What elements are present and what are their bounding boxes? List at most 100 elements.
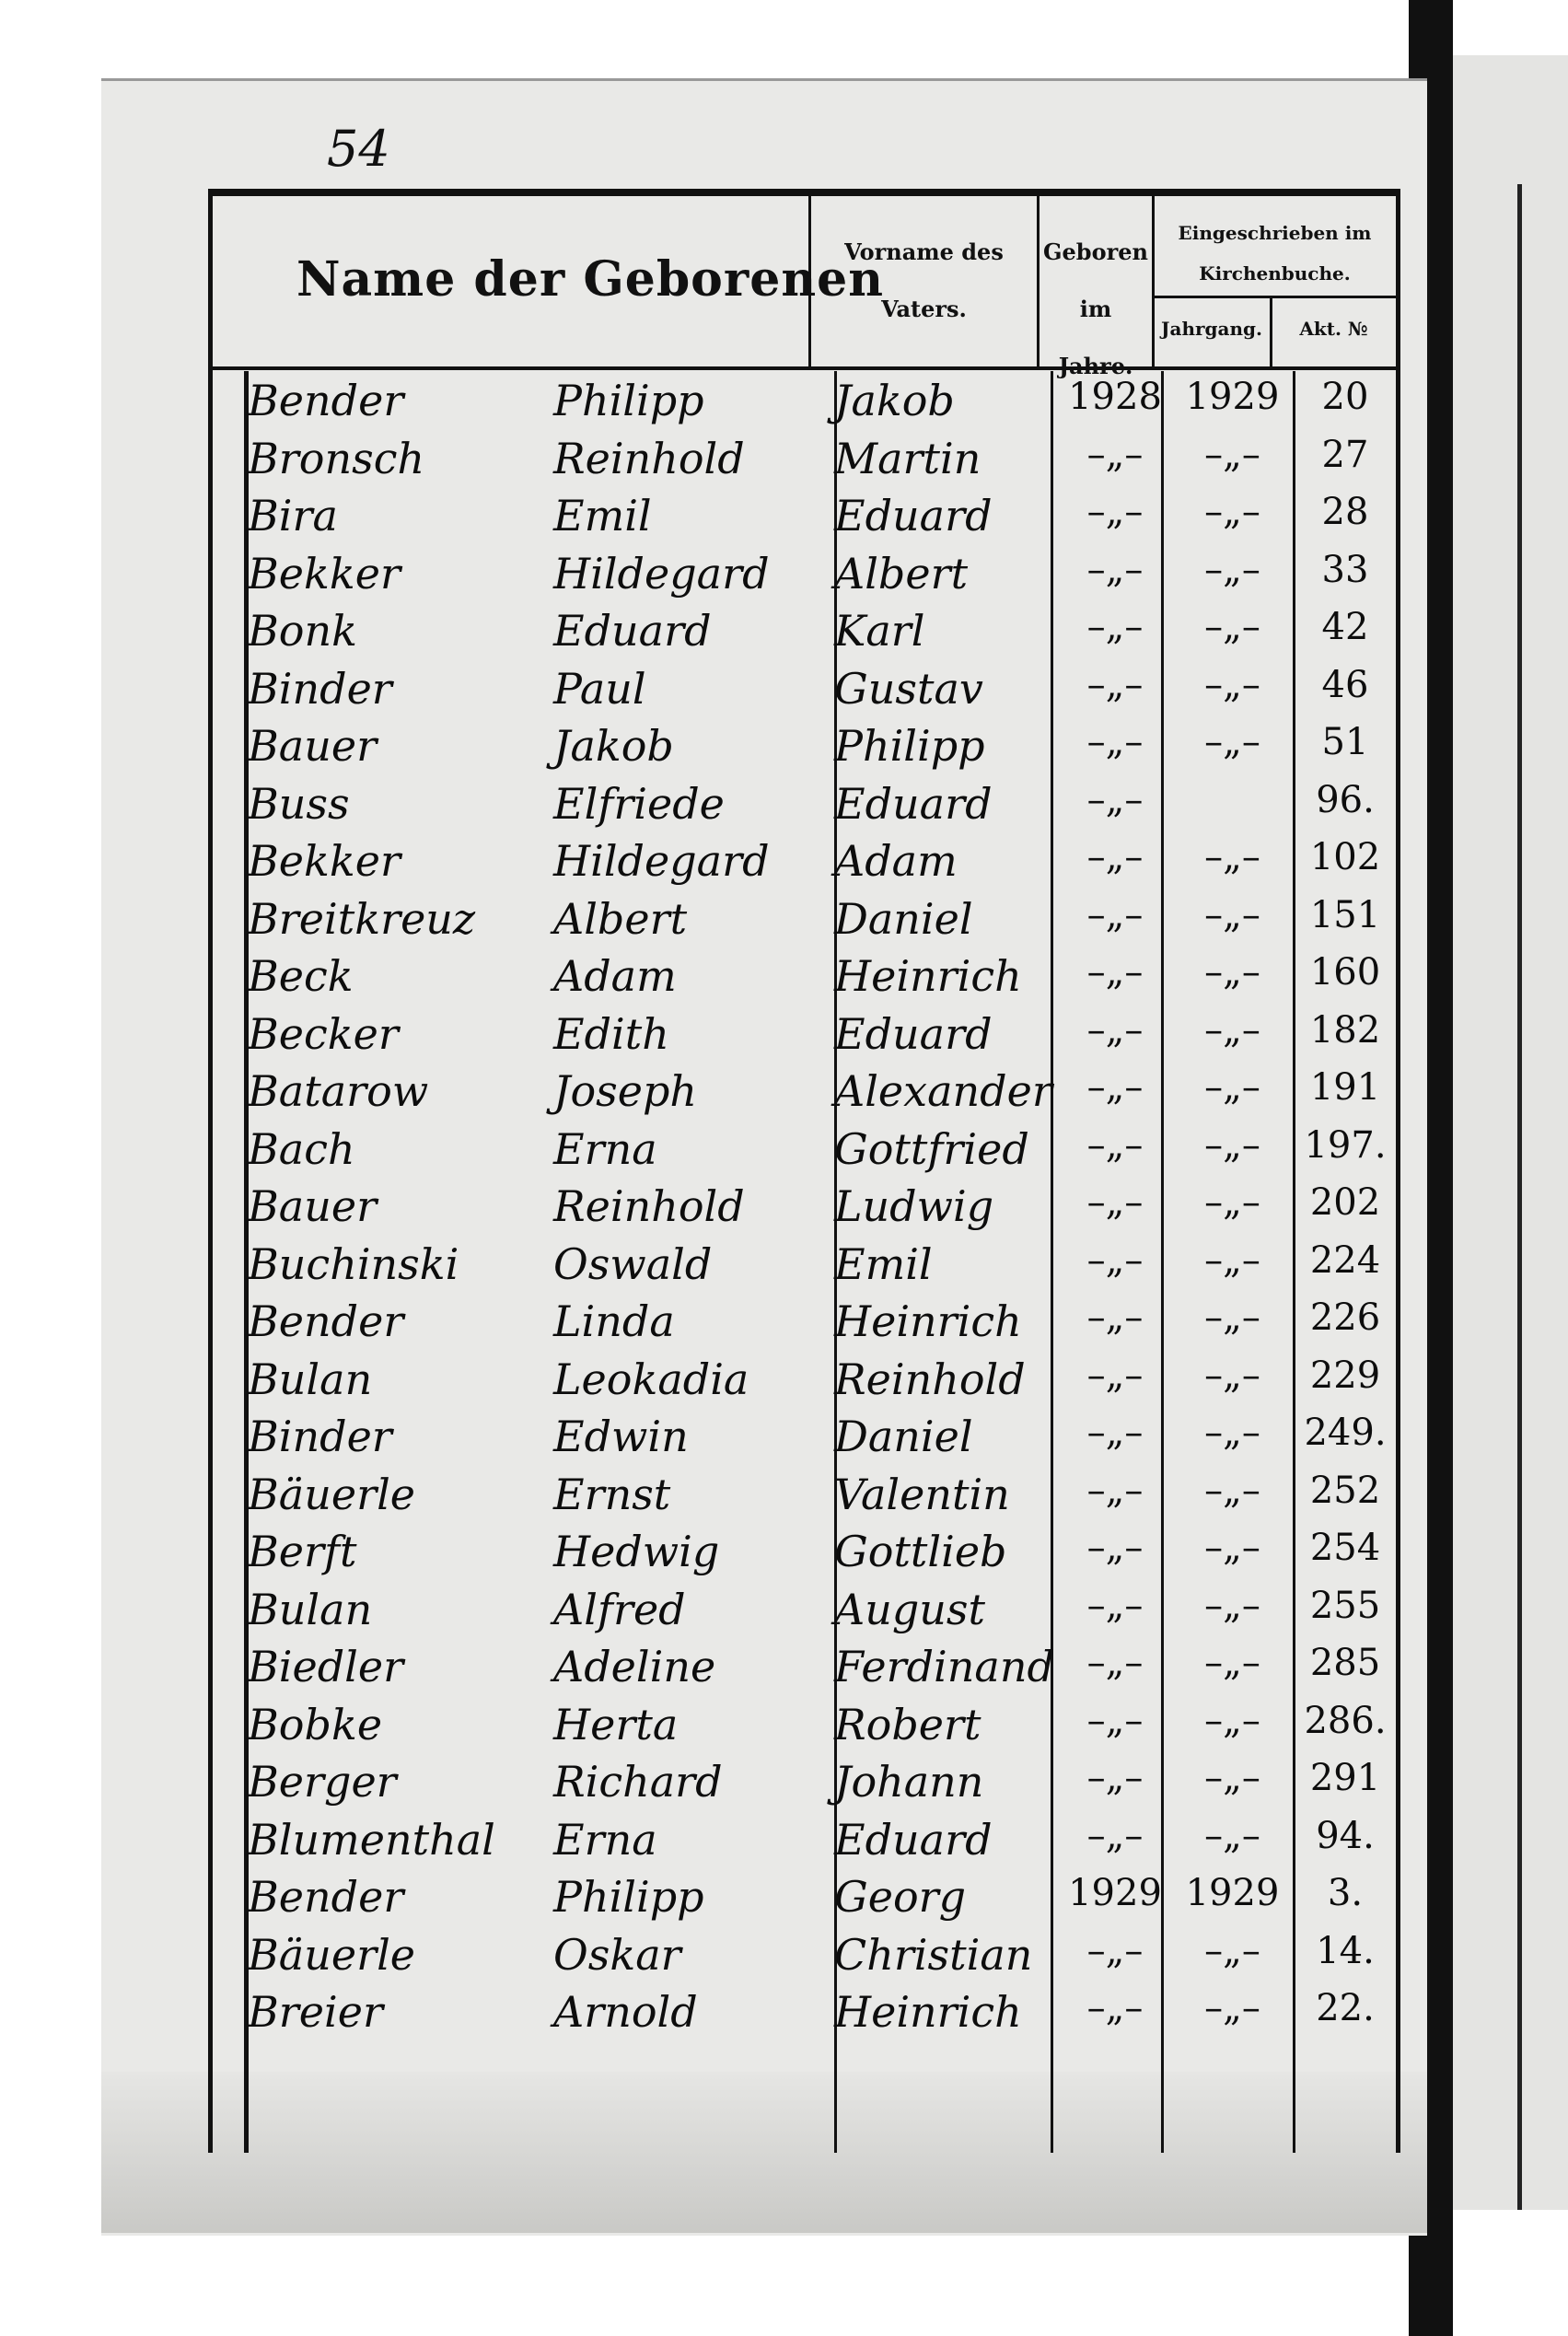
cell-given: Herta: [553, 1699, 679, 1749]
cell-given: Joseph: [553, 1066, 698, 1116]
cell-year: –„–: [1204, 721, 1260, 763]
header-church-line1: Eingeschrieben im: [1178, 222, 1372, 244]
cell-born: –„–: [1086, 1469, 1144, 1512]
cell-surname: Bulan: [248, 1354, 373, 1404]
header-divider: [1037, 196, 1040, 366]
header-church: Eingeschrieben im Kirchenbuche.: [1154, 213, 1396, 294]
header-name: Name der Geborenen: [296, 251, 885, 308]
cell-akt: 102: [1309, 836, 1381, 878]
cell-born: –„–: [1086, 606, 1144, 648]
body-divider: [834, 371, 837, 2153]
cell-year: –„–: [1204, 1699, 1260, 1742]
cell-year: –„–: [1204, 1066, 1260, 1109]
cell-year: –„–: [1204, 1757, 1260, 1799]
cell-akt: 197.: [1304, 1123, 1387, 1167]
cell-year: –„–: [1204, 663, 1260, 706]
table-row: Berger Richard Johann –„– –„– 291: [213, 1757, 1396, 1812]
cell-born: –„–: [1086, 721, 1144, 763]
cell-akt: 22.: [1316, 1987, 1375, 2029]
cell-akt: 160: [1309, 951, 1381, 994]
cell-father: Eduard: [834, 1008, 993, 1059]
cell-born: –„–: [1086, 1008, 1144, 1052]
cell-year: –„–: [1204, 1469, 1260, 1512]
cell-akt: 254: [1309, 1527, 1381, 1569]
cell-surname: Buss: [248, 778, 350, 829]
cell-father: Eduard: [834, 1814, 993, 1865]
cell-year: –„–: [1204, 1296, 1260, 1339]
cell-father: Heinrich: [834, 1987, 1022, 2037]
header-rule: [213, 366, 1396, 370]
cell-born: –„–: [1086, 433, 1144, 476]
cell-surname: Breier: [248, 1987, 383, 2037]
cell-born: –„–: [1086, 778, 1144, 821]
cell-year: –„–: [1204, 1527, 1260, 1569]
cell-given: Ernst: [553, 1469, 671, 1519]
header-born-line1: Geboren: [1043, 238, 1148, 265]
cell-born: –„–: [1086, 1814, 1144, 1857]
cell-surname: Bekker: [248, 548, 401, 599]
cell-surname: Bäuerle: [248, 1929, 416, 1980]
cell-given: Leokadia: [553, 1354, 749, 1404]
cell-father: Philipp: [834, 721, 985, 771]
table-row: Bach Erna Gottfried –„– –„– 197.: [213, 1124, 1396, 1180]
cell-father: Christian: [834, 1929, 1033, 1980]
header-born: Geboren im Jahre.: [1040, 224, 1152, 395]
cell-surname: Bauer: [248, 721, 377, 771]
cell-akt: 94.: [1316, 1814, 1375, 1857]
cell-year: –„–: [1204, 893, 1260, 936]
cell-year: –„–: [1204, 951, 1260, 994]
cell-akt: 151: [1309, 893, 1381, 936]
cell-given: Edwin: [553, 1412, 689, 1461]
cell-given: Reinhold: [553, 1181, 745, 1231]
cell-surname: Breitkreuz: [248, 893, 476, 944]
cell-given: Adeline: [553, 1642, 716, 1691]
cell-born: –„–: [1086, 1354, 1144, 1397]
cell-born: 1928: [1068, 376, 1162, 418]
cell-akt: 291: [1309, 1757, 1381, 1799]
cell-surname: Blumenthal: [248, 1814, 495, 1865]
cell-born: –„–: [1086, 1642, 1144, 1684]
cell-surname: Binder: [248, 663, 392, 714]
cell-given: Jakob: [553, 721, 674, 771]
cell-surname: Bauer: [248, 1181, 377, 1231]
cell-akt: 27: [1321, 433, 1369, 476]
cell-surname: Bender: [248, 1296, 404, 1346]
cell-akt: 226: [1309, 1296, 1381, 1339]
cell-surname: Bekker: [248, 836, 401, 886]
cell-akt: 286.: [1304, 1699, 1387, 1742]
cell-given: Philipp: [553, 1872, 704, 1922]
body-divider: [1161, 371, 1164, 2153]
cell-father: Jakob: [834, 376, 955, 425]
cell-surname: Buchinski: [248, 1238, 459, 1289]
cell-born: –„–: [1086, 1296, 1144, 1339]
cell-year: –„–: [1204, 548, 1260, 591]
cell-given: Erna: [553, 1123, 657, 1174]
cell-father: Ludwig: [834, 1181, 994, 1231]
table-row: Bauer Reinhold Ludwig –„– –„– 202: [213, 1181, 1396, 1237]
table-row: Bender Philipp Georg 1929 1929 3.: [213, 1872, 1396, 1927]
cell-born: –„–: [1086, 491, 1144, 533]
cell-year: –„–: [1204, 1181, 1260, 1224]
cell-year: –„–: [1204, 491, 1260, 533]
table-row: Bulan Alfred August –„– –„– 255: [213, 1585, 1396, 1640]
cell-akt: 224: [1309, 1238, 1381, 1282]
cell-akt: 182: [1309, 1008, 1381, 1052]
header-divider: [1152, 196, 1155, 366]
cell-akt: 202: [1309, 1181, 1381, 1224]
cell-given: Hedwig: [553, 1527, 720, 1576]
cell-year: –„–: [1204, 1584, 1260, 1627]
cell-year: –„–: [1204, 1008, 1260, 1052]
cell-father: Albert: [834, 548, 969, 599]
table-row: Berft Hedwig Gottlieb –„– –„– 254: [213, 1527, 1396, 1582]
cell-born: –„–: [1086, 1412, 1144, 1454]
cell-year: –„–: [1204, 1929, 1260, 1972]
table-row: Beck Adam Heinrich –„– –„– 160: [213, 951, 1396, 1006]
cell-father: Robert: [834, 1699, 981, 1749]
table-row: Bira Emil Eduard –„– –„– 28: [213, 491, 1396, 546]
cell-surname: Binder: [248, 1412, 392, 1461]
cell-surname: Bäuerle: [248, 1469, 416, 1519]
cell-given: Adam: [553, 951, 677, 1001]
cell-year: –„–: [1204, 1642, 1260, 1684]
table-row: Binder Edwin Daniel –„– –„– 249.: [213, 1412, 1396, 1467]
table-row: Bauer Jakob Philipp –„– –„– 51: [213, 721, 1396, 776]
